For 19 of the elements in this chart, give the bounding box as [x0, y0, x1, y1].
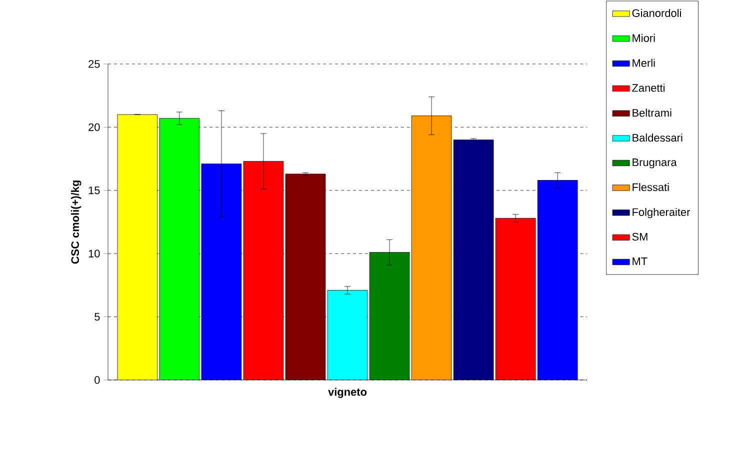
y-tick-label: 0 [94, 376, 100, 384]
legend-label: Flessati [632, 183, 669, 192]
y-tick-label: 15 [88, 186, 100, 194]
legend-label: Gianordoli [632, 8, 681, 18]
y-tick-label: 25 [88, 60, 100, 68]
legend-label: Brugnara [632, 158, 677, 168]
y-axis-title: CSC cmoli(+)/kg [70, 180, 82, 264]
y-tick-label: 5 [94, 312, 100, 321]
legend-label: Merli [632, 58, 655, 67]
legend-label: Folgheraiter [632, 208, 690, 218]
legend-label: SM [632, 232, 648, 241]
legend-label: MT [632, 258, 648, 266]
y-tick-label: 10 [88, 250, 100, 258]
legend-label: Baldessari [632, 134, 682, 142]
legend-label: Zanetti [632, 84, 665, 92]
legend-label: Miori [632, 34, 655, 42]
y-tick-label: 20 [88, 123, 100, 132]
legend-label: Beltrami [632, 108, 672, 117]
x-axis-title: vigneto [328, 388, 367, 398]
